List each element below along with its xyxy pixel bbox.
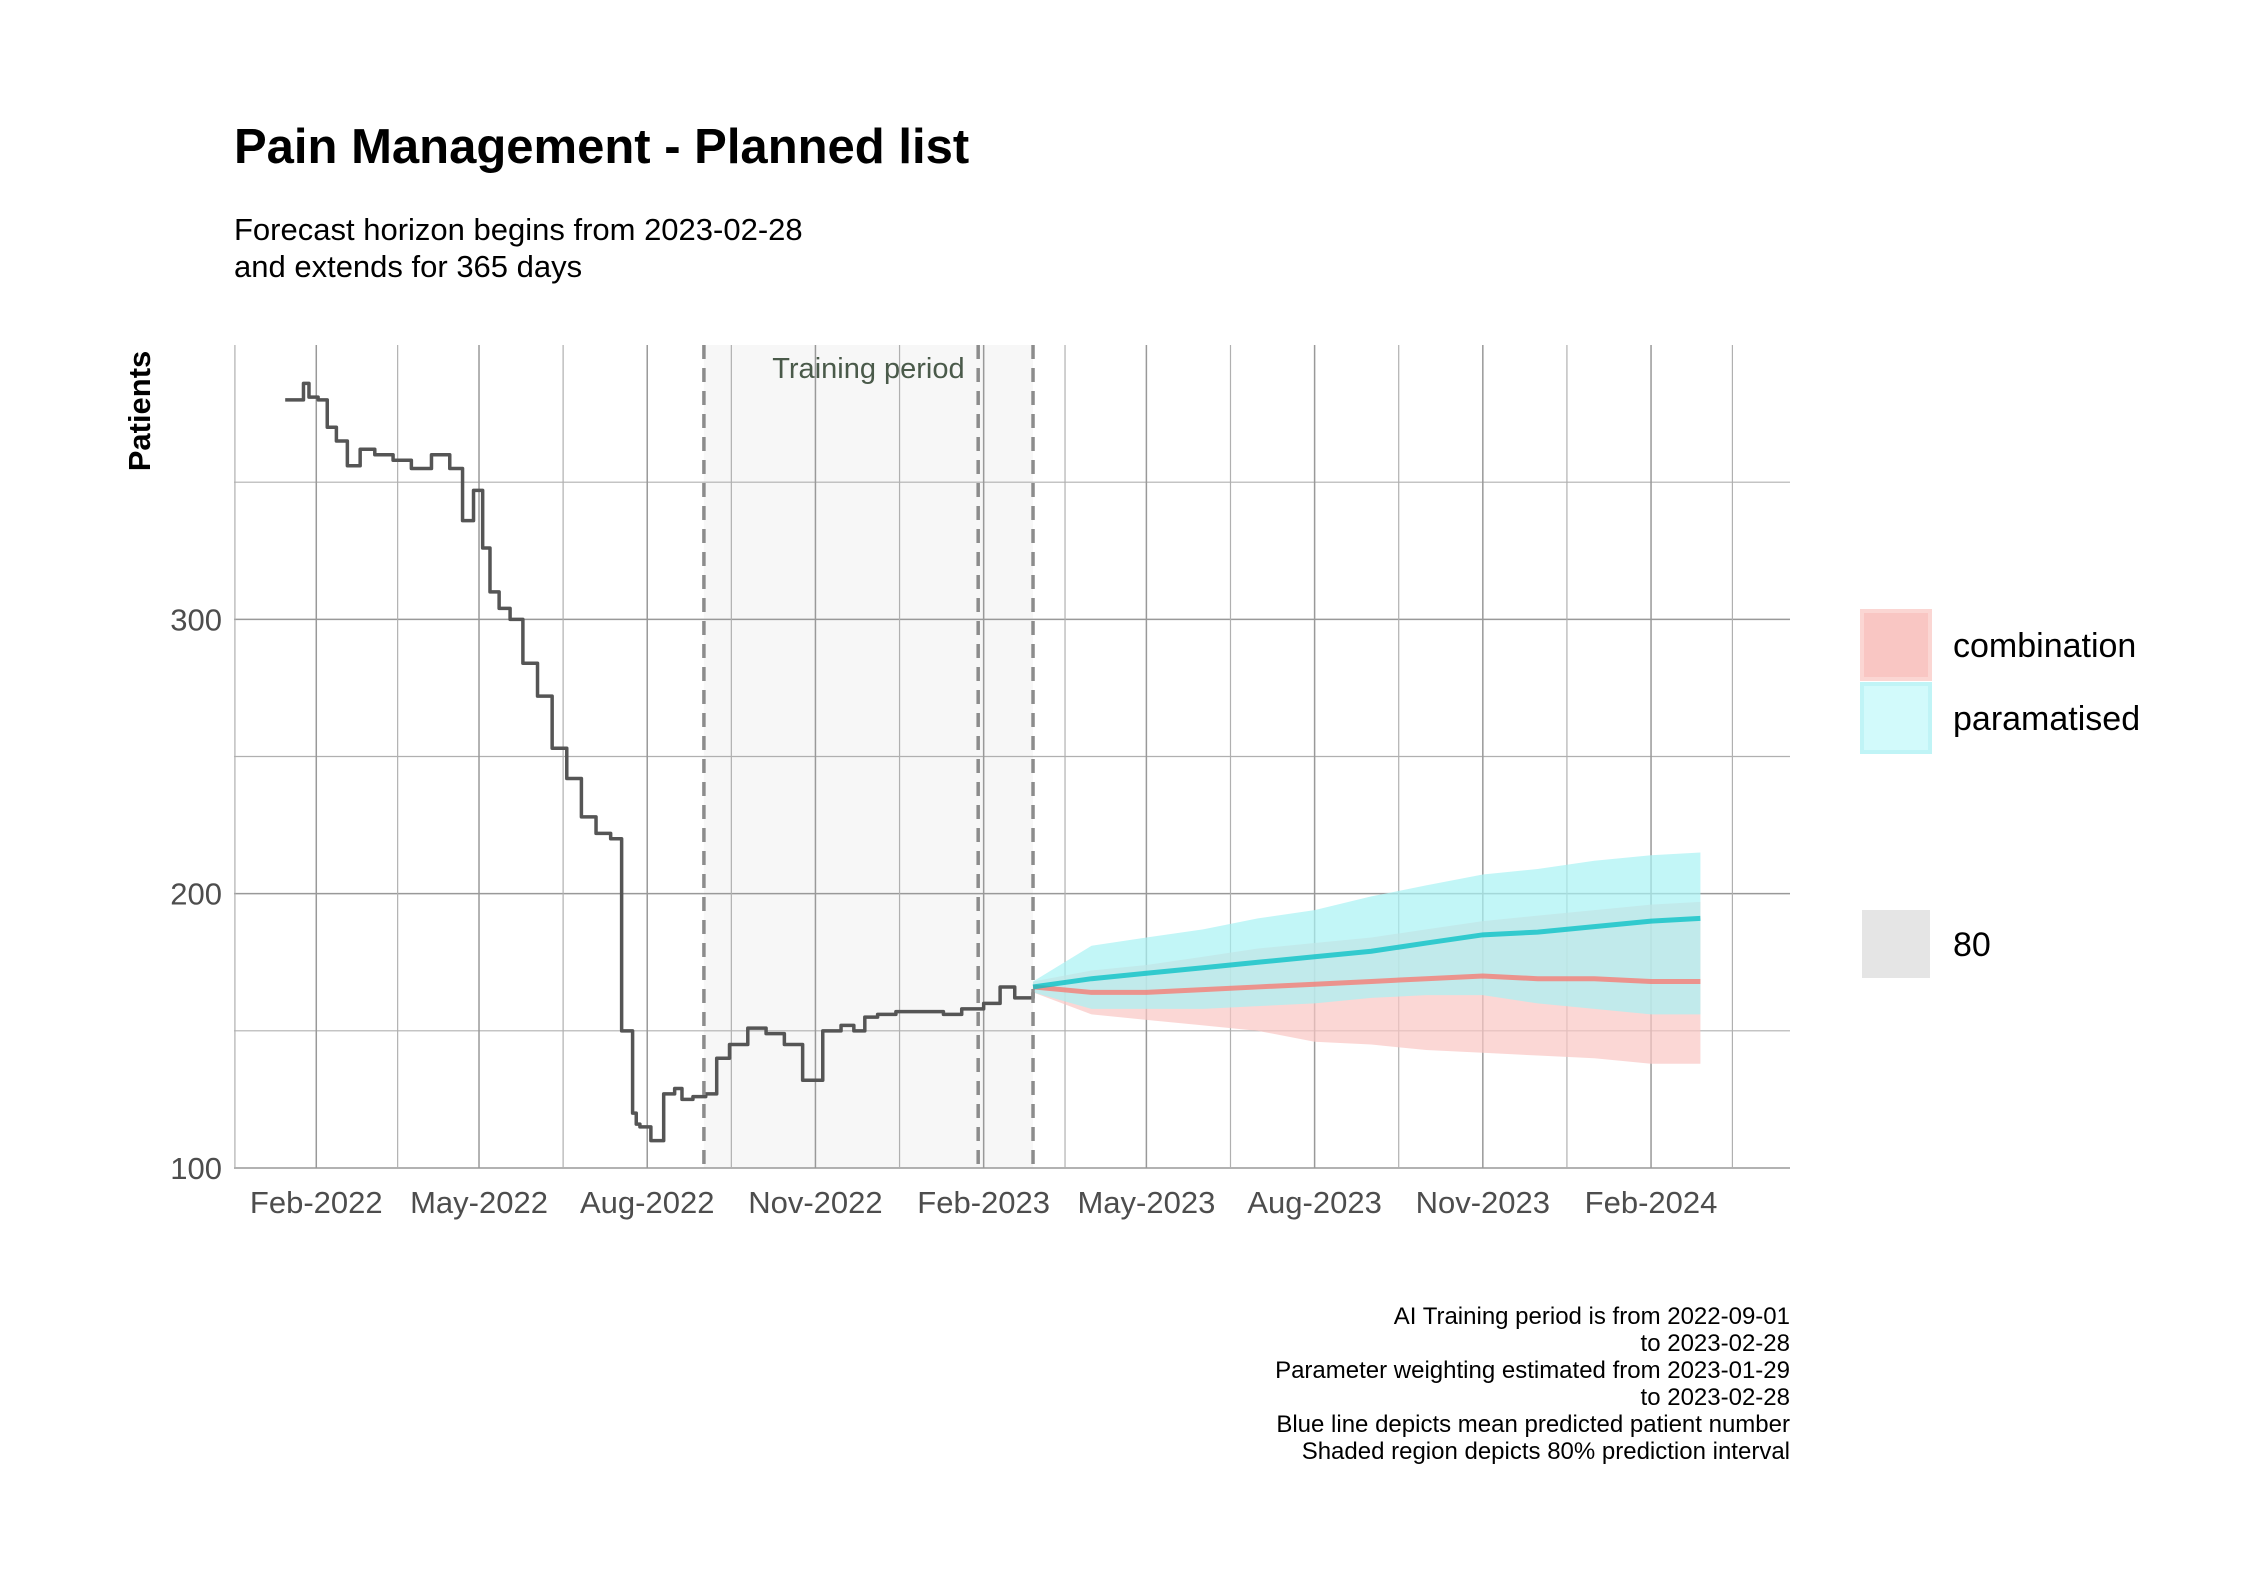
observed-line <box>285 381 1035 1143</box>
legend-swatch-interval <box>1862 910 1930 978</box>
prediction-band-paramatised <box>1033 852 1701 1015</box>
chart-title: Pain Management - Planned list <box>234 120 969 174</box>
x-tick-label: Aug-2023 <box>1247 1185 1381 1220</box>
x-tick-label: Nov-2022 <box>748 1185 882 1220</box>
legend-swatch-paramatised <box>1860 682 1932 754</box>
legend-label-combination: combination <box>1953 627 2136 665</box>
caption-line-2: to 2023-02-28 <box>1641 1330 1790 1357</box>
forecast-mean-line-paramatised <box>1032 915 1701 990</box>
x-tick-label: Feb-2023 <box>917 1185 1050 1220</box>
y-tick-label: 100 <box>170 1151 222 1186</box>
x-tick-label: Nov-2023 <box>1416 1185 1550 1220</box>
x-tick-label: May-2023 <box>1077 1185 1215 1220</box>
legend-label-interval: 80 <box>1953 926 1991 964</box>
x-tick-label: Feb-2022 <box>250 1185 383 1220</box>
x-tick-label: Feb-2024 <box>1585 1185 1718 1220</box>
caption-line-6: Shaded region depicts 80% prediction int… <box>1302 1438 1790 1465</box>
legend-swatch-combination <box>1860 609 1932 681</box>
legend-label-paramatised: paramatised <box>1953 700 2140 738</box>
chart-subtitle-line-1: Forecast horizon begins from 2023-02-28 <box>234 212 803 247</box>
caption-line-5: Blue line depicts mean predicted patient… <box>1276 1411 1790 1438</box>
training-period-label: Training period <box>772 353 964 385</box>
caption-line-3: Parameter weighting estimated from 2023-… <box>1275 1357 1790 1384</box>
chart-subtitle-line-2: and extends for 365 days <box>234 249 582 284</box>
x-tick-label: May-2022 <box>410 1185 548 1220</box>
forecast-mean-line-combination <box>1032 973 1701 995</box>
y-tick-label: 300 <box>170 602 222 637</box>
caption-line-1: AI Training period is from 2022-09-01 <box>1394 1303 1790 1330</box>
y-tick-label: 200 <box>170 877 222 912</box>
plot-area: Feb-2022 May-2022 Aug-2022 Nov-2022 Feb-2023… <box>170 345 1790 1220</box>
x-tick-label: Aug-2022 <box>580 1185 714 1220</box>
legend: combination paramatised 80 <box>1860 609 2140 978</box>
y-axis-label: Patients <box>122 351 157 472</box>
caption-line-4: to 2023-02-28 <box>1641 1384 1790 1411</box>
caption: AI Training period is from 2022-09-01 to… <box>1275 1303 1790 1465</box>
